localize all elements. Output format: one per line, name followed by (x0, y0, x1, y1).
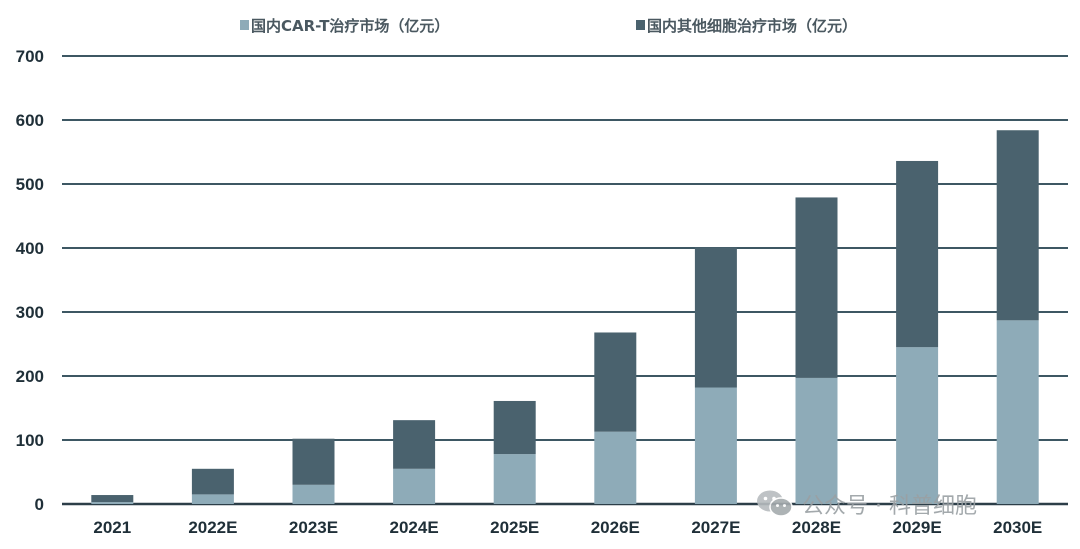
watermark: 公众号 · 科普细胞 (756, 488, 977, 520)
bar-segment-car-t (795, 377, 838, 504)
bar-segment-other (694, 247, 737, 388)
x-tick-label: 2030E (993, 518, 1042, 537)
y-tick-label: 200 (16, 367, 44, 386)
x-tick-label: 2028E (792, 518, 841, 537)
bar-segment-car-t (493, 454, 536, 504)
x-tick-label: 2023E (289, 518, 338, 537)
bar-segment-other (996, 130, 1039, 321)
bar-segment-car-t (191, 494, 234, 504)
y-tick-label: 500 (16, 175, 44, 194)
legend-label: 国内其他细胞治疗市场（亿元） (647, 17, 857, 35)
y-tick-label: 400 (16, 239, 44, 258)
legend-swatch (636, 20, 645, 30)
x-tick-label: 2026E (591, 518, 640, 537)
wechat-icon (757, 490, 793, 517)
x-tick-label: 2027E (691, 518, 740, 537)
bar-segment-car-t (292, 484, 335, 504)
legend-swatch (240, 20, 249, 30)
bar-segment-car-t (91, 502, 134, 504)
bar-segment-other (91, 495, 134, 503)
bar-segment-car-t (694, 387, 737, 504)
x-tick-label: 2029E (893, 518, 942, 537)
bar-segment-car-t (896, 347, 939, 504)
y-axis: 0 100 200 300 400 500 600 700 (16, 47, 44, 514)
watermark-text: 公众号 · 科普细胞 (802, 494, 977, 519)
y-tick-label: 700 (16, 47, 44, 66)
x-axis: 2021 2022E 2023E 2024E 2025E 2026E 2027E 2028E 2… (93, 518, 1042, 537)
bar-segment-other (594, 332, 637, 432)
bar-segment-other (393, 420, 436, 469)
bar-segment-car-t (594, 431, 637, 504)
bar-segment-car-t (393, 468, 436, 504)
x-tick-label: 2022E (188, 518, 237, 537)
legend-label: 国内CAR-T治疗市场（亿元） (251, 17, 449, 35)
y-tick-label: 0 (35, 495, 44, 514)
y-tick-label: 300 (16, 303, 44, 322)
x-tick-label: 2021 (93, 518, 131, 537)
x-tick-label: 2025E (490, 518, 539, 537)
bar-segment-other (795, 197, 838, 378)
y-tick-label: 100 (16, 431, 44, 450)
bar-segment-other (191, 468, 234, 495)
bar-segment-car-t (996, 320, 1039, 504)
legend: 国内CAR-T治疗市场（亿元） 国内其他细胞治疗市场（亿元） (240, 17, 857, 35)
bar-segment-other (896, 160, 939, 348)
bar-segment-other (493, 400, 536, 455)
bar-segment-other (292, 438, 335, 485)
x-tick-label: 2024E (390, 518, 439, 537)
y-tick-label: 600 (16, 111, 44, 130)
bars (91, 130, 1039, 504)
